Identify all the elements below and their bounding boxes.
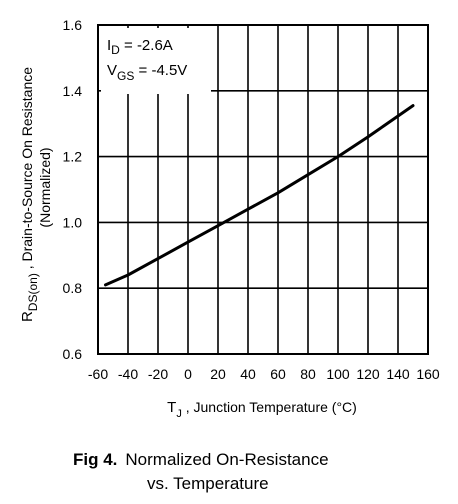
x-tick-label: 100 xyxy=(326,366,350,382)
x-tick-label: 140 xyxy=(386,366,410,382)
y-axis-label-text: , Drain-to-Source On Resistance xyxy=(19,67,35,273)
x-tick-label: -40 xyxy=(118,366,138,382)
x-tick-label: 20 xyxy=(210,366,226,382)
x-tick-label: 80 xyxy=(300,366,316,382)
plot-frame xyxy=(97,24,429,355)
annotation-gate-voltage-subscript: GS xyxy=(117,69,134,83)
figure-caption-title: Normalized On-Resistance xyxy=(125,450,328,469)
x-tick-label: 60 xyxy=(270,366,286,382)
annotation-drain-current: ID = -2.6A xyxy=(107,37,173,57)
x-axis-label-subscript: J xyxy=(176,408,182,420)
y-tick-label: 1.2 xyxy=(63,149,83,165)
x-tick-label: 160 xyxy=(416,366,440,382)
x-axis-label: TJ , Junction Temperature (°C) xyxy=(167,399,357,420)
x-tick-label: 40 xyxy=(240,366,256,382)
y-axis-label-line2: (Normalized) xyxy=(37,147,53,227)
x-tick-labels: -60 -40 -20 0 20 40 60 80 100 120 140 160 xyxy=(88,366,440,382)
annotation-drain-current-symbol: I xyxy=(107,37,111,54)
figure-caption-label: Fig 4. xyxy=(73,450,117,469)
y-tick-label: 1.6 xyxy=(63,17,83,33)
y-tick-label: 0.8 xyxy=(63,280,83,296)
y-tick-label: 0.6 xyxy=(63,346,83,362)
x-axis-label-symbol: T xyxy=(167,399,176,416)
annotation-drain-current-value: = -2.6A xyxy=(120,37,173,54)
annotation-gate-voltage-symbol: V xyxy=(107,62,117,79)
x-tick-label: 0 xyxy=(184,366,192,382)
annotation-drain-current-subscript: D xyxy=(111,43,120,57)
series-line xyxy=(104,104,415,287)
y-tick-label: 1.0 xyxy=(63,214,83,230)
y-axis-label-symbol: R xyxy=(19,311,36,322)
annotation-gate-voltage: VGS = -4.5V xyxy=(107,62,187,83)
y-axis-label: RDS(on) , Drain-to-Source On Resistance … xyxy=(19,67,53,322)
x-axis-label-text: , Junction Temperature (°C) xyxy=(182,399,357,415)
y-axis-label-line1: RDS(on) , Drain-to-Source On Resistance xyxy=(19,67,40,322)
y-tick-label: 1.4 xyxy=(63,83,83,99)
figure-caption-line1: Fig 4. Normalized On-Resistance xyxy=(73,450,329,469)
annotation-gate-voltage-value: = -4.5V xyxy=(134,62,187,79)
x-tick-label: 120 xyxy=(356,366,380,382)
y-tick-labels: 0.6 0.8 1.0 1.2 1.4 1.6 xyxy=(63,17,83,362)
x-tick-label: -20 xyxy=(148,366,168,382)
figure-caption-line2: vs. Temperature xyxy=(147,474,269,493)
annotation-box xyxy=(101,28,211,94)
x-tick-label: -60 xyxy=(88,366,108,382)
y-axis-label-subscript: DS(on) xyxy=(26,273,40,311)
